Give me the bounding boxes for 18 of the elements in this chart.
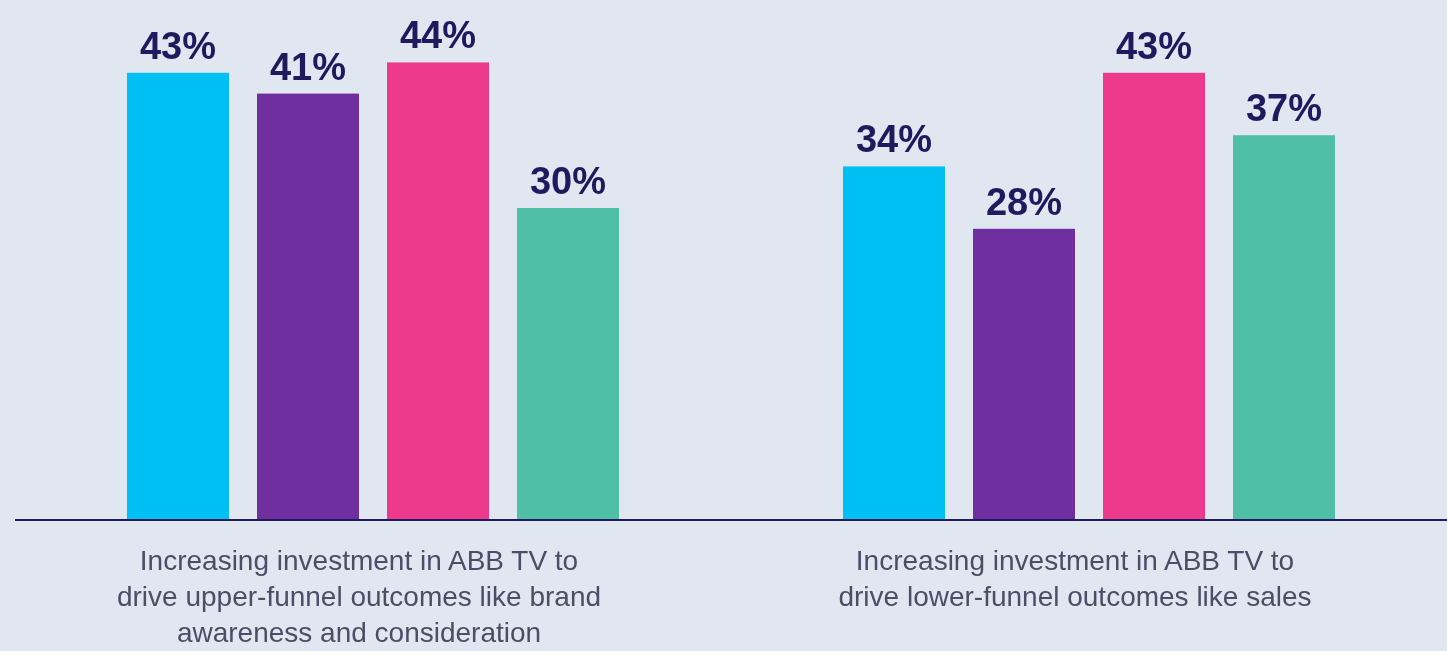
bar — [973, 228, 1075, 520]
bar — [1233, 135, 1335, 520]
bar — [1103, 72, 1205, 520]
data-label: 28% — [985, 180, 1063, 223]
bar — [127, 72, 229, 520]
data-label: 30% — [529, 160, 607, 202]
data-label: 43% — [1115, 24, 1193, 67]
data-label: 37% — [1245, 87, 1323, 130]
x-tick-label: Increasing investment in ABB TV to drive lower-funnel outcomes like sales — [838, 545, 1312, 612]
data-label: 44% — [399, 14, 477, 57]
data-label: 41% — [269, 45, 347, 88]
bar — [387, 62, 489, 520]
x-tick-label: Increasing investment in ABB TV to drive upper-funnel outcomes like brand awareness and consideration — [116, 545, 602, 648]
data-label: 43% — [139, 24, 217, 67]
bar — [257, 93, 359, 520]
bar — [517, 208, 619, 520]
bar — [843, 166, 945, 520]
data-label: 34% — [855, 118, 933, 161]
